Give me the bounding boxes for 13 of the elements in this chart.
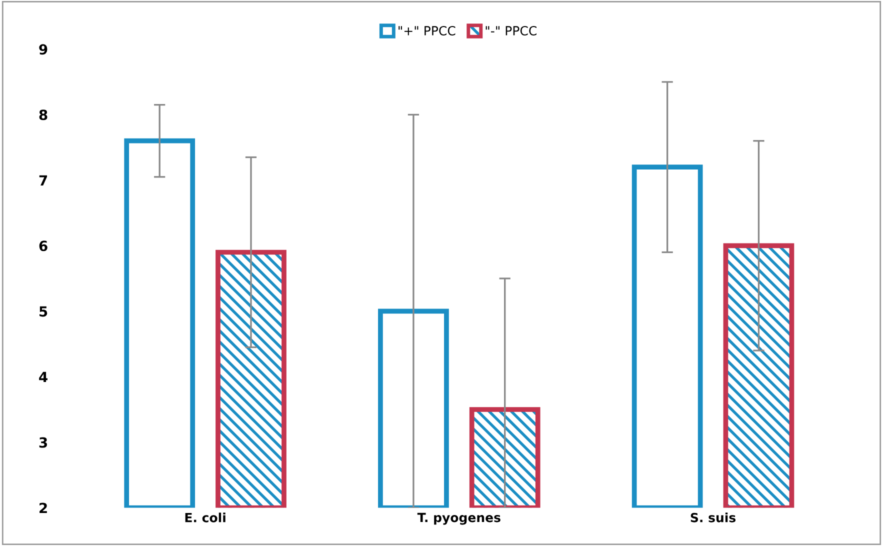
- y-tick-label: 9: [39, 44, 48, 55]
- y-tick-label: 7: [39, 175, 48, 186]
- y-tick-label: 5: [40, 306, 48, 317]
- x-tick-label: S. suis: [690, 512, 736, 522]
- legend-label: "+" PPCC: [398, 26, 456, 36]
- y-tick-label: 8: [39, 110, 48, 120]
- x-tick-label: E. coli: [185, 512, 226, 522]
- y-tick-label: 3: [39, 437, 48, 448]
- x-tick-label: T. pyogenes: [417, 512, 500, 525]
- y-tick-label: 4: [39, 372, 48, 382]
- y-tick-label: 6: [39, 240, 48, 252]
- legend-label: "-" PPCC: [486, 26, 536, 36]
- y-tick-label: 2: [40, 502, 47, 514]
